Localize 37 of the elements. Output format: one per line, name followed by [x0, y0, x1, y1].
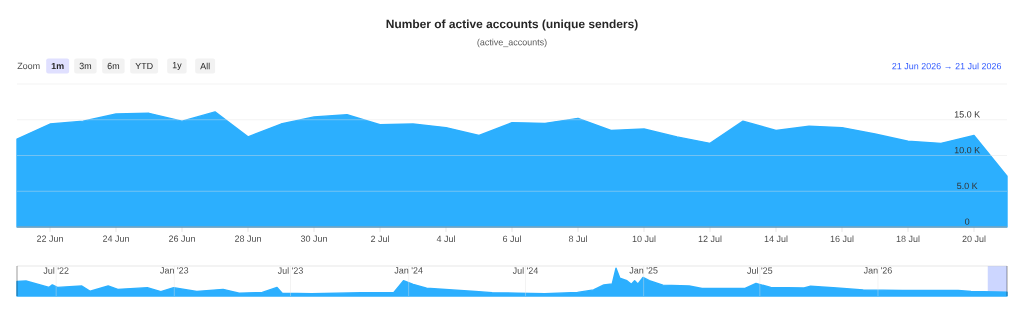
text: YTD — [135, 62, 153, 70]
x-tick-label: Jan '23 — [160, 267, 189, 274]
x-tick-label: 12 Jul — [698, 235, 722, 243]
text: 6m — [107, 62, 120, 70]
x-tick-label: 10 Jul — [632, 235, 656, 243]
x-tick-label: Jan '26 — [863, 267, 892, 274]
x-tick-label: 8 Jul — [568, 235, 587, 243]
y-tick-label: 5.0 K — [957, 182, 978, 190]
x-tick-label: 2 Jul — [370, 235, 389, 243]
x-tick-label: Jul '23 — [277, 267, 303, 274]
text: 21 Jun 2026 → 21 Jul 2026 — [892, 62, 1002, 70]
x-tick-label: 22 Jun — [37, 235, 63, 242]
text: 3m — [79, 62, 92, 70]
x-tick-label: 14 Jul — [764, 235, 788, 243]
text: All — [200, 62, 210, 70]
x-tick-label: 6 Jul — [502, 235, 521, 243]
x-tick-label: 26 Jun — [169, 235, 195, 242]
x-tick-label: 4 Jul — [436, 235, 455, 243]
x-tick-label: Jul '24 — [512, 267, 539, 274]
x-tick-label: 30 Jun — [300, 235, 327, 242]
x-tick-label: Jan '25 — [629, 267, 658, 274]
text: 1m — [51, 62, 64, 70]
x-tick-label: 20 Jul — [962, 235, 986, 243]
text: 1y — [172, 61, 182, 71]
chart-title: Number of active accounts (unique senders) — [386, 19, 638, 31]
x-tick-label: Jul '25 — [747, 267, 773, 274]
chart-subtitle: (active_accounts) — [477, 38, 547, 48]
x-tick-label: 16 Jul — [830, 235, 854, 243]
y-tick-label: 0 — [965, 218, 970, 225]
x-tick-label: 24 Jun — [103, 235, 129, 242]
y-tick-label: 15.0 K — [954, 111, 981, 118]
x-tick-label: 18 Jul — [896, 235, 920, 243]
x-tick-label: Jul '22 — [43, 267, 69, 274]
text: Zoom — [17, 62, 40, 70]
y-tick-label: 10.0 K — [954, 146, 981, 154]
x-tick-label: Jan '24 — [394, 267, 423, 274]
x-tick-label: 28 Jun — [235, 235, 261, 242]
